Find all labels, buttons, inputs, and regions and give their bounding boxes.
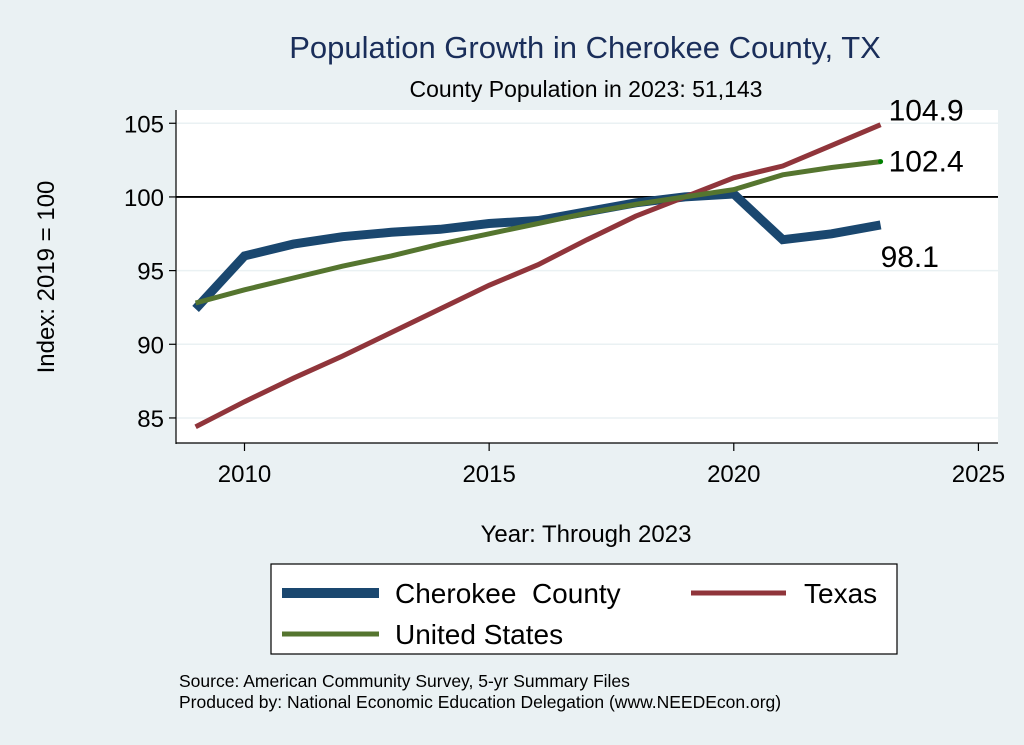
end-label-united-states: 102.4 <box>889 146 964 179</box>
y-tick-label: 100 <box>124 185 164 212</box>
end-marker-united-states <box>878 159 884 165</box>
y-tick-label: 95 <box>137 259 164 286</box>
y-tick-label: 85 <box>137 406 164 433</box>
x-axis-ticks: 2010 2015 2020 2025 <box>218 443 1005 488</box>
series-line-united-states <box>194 159 881 306</box>
chart-subtitle: County Population in 2023: 51,143 <box>410 76 763 102</box>
legend: Cherokee County Texas United States <box>270 563 898 655</box>
legend-box <box>270 563 898 655</box>
x-tick-label: 2025 <box>952 461 1005 488</box>
y-axis-ticks: 85 90 95 100 105 <box>124 111 176 433</box>
x-tick-label: 2015 <box>462 461 515 488</box>
y-axis-title: Index: 2019 = 100 <box>33 181 60 374</box>
x-tick-label: 2020 <box>707 461 760 488</box>
x-tick-label: 2010 <box>218 461 271 488</box>
series-line-texas <box>194 122 882 430</box>
legend-label-united-states: United States <box>395 619 563 650</box>
x-axis-title: Year: Through 2023 <box>481 521 692 548</box>
end-label-texas: 104.9 <box>889 95 964 128</box>
producer-note: Produced by: National Economic Education… <box>179 692 781 712</box>
chart-title: Population Growth in Cherokee County, TX <box>289 30 881 65</box>
legend-label-cherokee: Cherokee County <box>395 578 621 609</box>
series-line-cherokee-county <box>192 189 882 312</box>
y-tick-label: 105 <box>124 111 164 138</box>
source-note: Source: American Community Survey, 5-yr … <box>179 671 630 691</box>
legend-label-texas: Texas <box>804 578 877 609</box>
series-layer <box>192 122 882 430</box>
end-labels: 98.1 104.9 102.4 <box>878 95 964 274</box>
y-tick-label: 90 <box>137 332 164 359</box>
end-label-cherokee-county: 98.1 <box>881 241 939 274</box>
